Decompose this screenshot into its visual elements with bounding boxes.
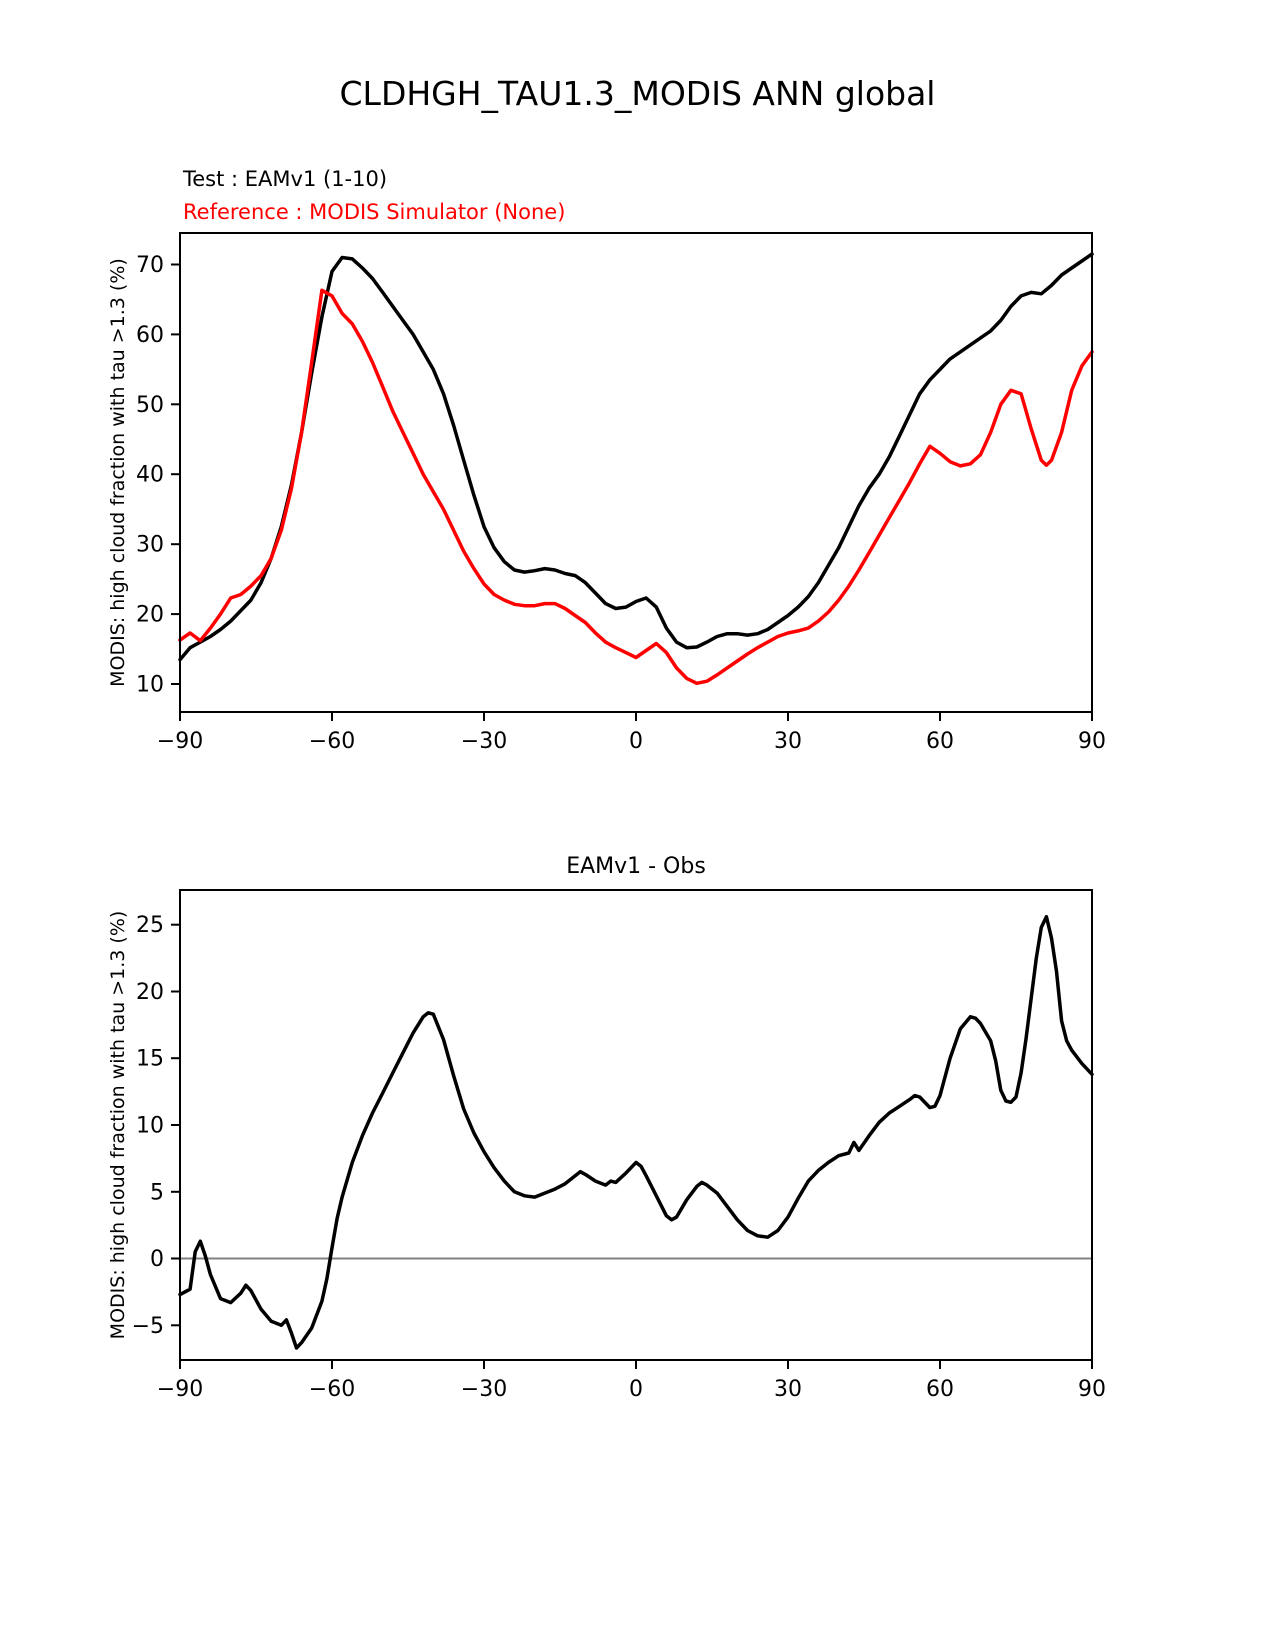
bottom-chart-title: EAMv1 - Obs: [566, 854, 706, 879]
x-tick-label: 30: [774, 1377, 802, 1402]
y-tick-label: 10: [136, 673, 164, 698]
y-tick-label: 20: [136, 603, 164, 628]
axes-frame: [179, 889, 1093, 1361]
y-tick-label: −5: [132, 1314, 164, 1339]
x-tick-label: −30: [461, 729, 507, 750]
y-tick-label: 60: [136, 323, 164, 348]
x-tick-label: 90: [1078, 729, 1106, 750]
series-line-1: [178, 288, 1094, 686]
x-tick-label: 60: [926, 1377, 954, 1402]
y-tick-label: 5: [150, 1180, 164, 1205]
x-tick-label: −90: [157, 1377, 203, 1402]
y-tick-label: 10: [136, 1114, 164, 1139]
x-tick-label: 90: [1078, 1377, 1106, 1402]
top-chart: −90 −60 −30 0 30 60 90 10 20 30 40 50 60 70 MODIS: hig…: [107, 232, 1106, 750]
legend: Test : EAMv1 (1-10) Reference : MODIS Si…: [183, 163, 565, 229]
y-tick-label: 40: [136, 463, 164, 488]
series-line-0: [178, 914, 1094, 1350]
y-tick-label: 0: [150, 1247, 164, 1272]
y-tick-label: 20: [136, 980, 164, 1005]
axes-frame: [179, 232, 1093, 713]
y-axis-label: MODIS: high cloud fraction with tau >1.3…: [107, 258, 129, 687]
x-tick-label: 0: [629, 1377, 643, 1402]
page-title: CLDHGH_TAU1.3_MODIS ANN global: [339, 74, 936, 113]
y-tick-label: 50: [136, 393, 164, 418]
legend-test-label: Test : EAMv1 (1-10): [183, 167, 388, 191]
y-axis-label: MODIS: high cloud fraction with tau >1.3…: [107, 911, 129, 1340]
x-tick-label: −60: [309, 1377, 355, 1402]
y-tick-label: 25: [136, 913, 164, 938]
x-tick-label: 60: [926, 729, 954, 750]
x-tick-label: 30: [774, 729, 802, 750]
y-tick-label: 70: [136, 253, 164, 278]
y-tick-label: 15: [136, 1047, 164, 1072]
x-tick-label: −90: [157, 729, 203, 750]
series-line-0: [178, 252, 1094, 662]
y-tick-label: 30: [136, 533, 164, 558]
legend-reference-label: Reference : MODIS Simulator (None): [183, 200, 566, 224]
bottom-chart: −90 −60 −30 0 30 60 90 −5 0 5 10 15 20 25 MODIS: high …: [107, 889, 1106, 1402]
x-tick-label: −60: [309, 729, 355, 750]
x-tick-label: −30: [461, 1377, 507, 1402]
x-tick-label: 0: [629, 729, 643, 750]
